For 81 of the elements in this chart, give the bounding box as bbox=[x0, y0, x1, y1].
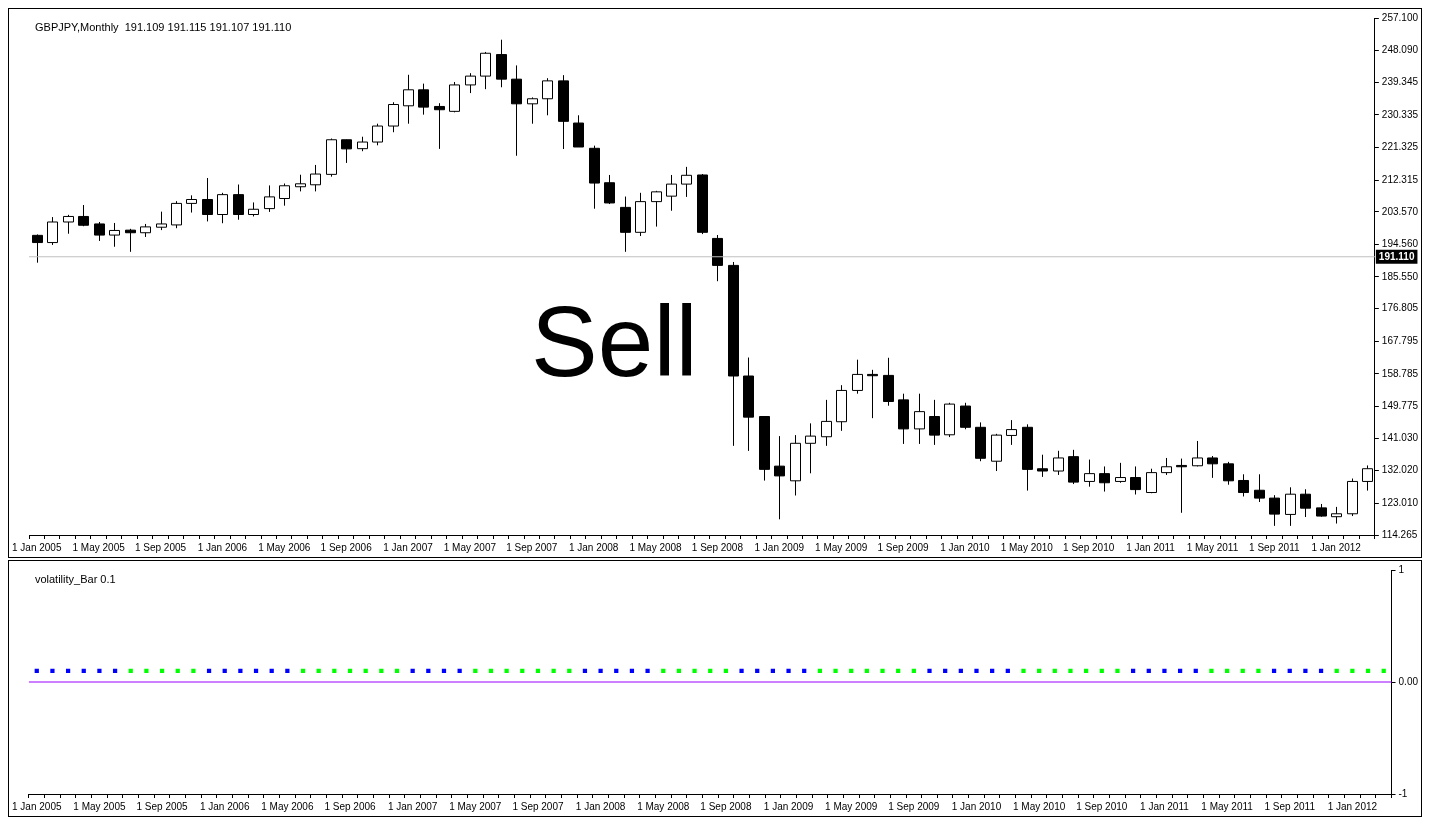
x-tick-label: 1 Jan 2011 bbox=[1126, 541, 1176, 553]
candlestick bbox=[217, 192, 228, 224]
candlestick bbox=[156, 211, 167, 231]
candlestick bbox=[929, 399, 940, 446]
y-tick-label: 239.345 bbox=[1381, 76, 1419, 88]
x-tick-label: 1 Jan 2006 bbox=[199, 800, 250, 812]
x-tick-label: 1 May 2008 bbox=[637, 800, 690, 812]
y-tick-label: 167.795 bbox=[1381, 334, 1419, 346]
x-tick-label: 1 Jan 2005 bbox=[12, 800, 62, 812]
x-tick-label: 1 May 2005 bbox=[72, 541, 126, 553]
candlestick bbox=[1006, 419, 1017, 446]
y-tick-label: 194.560 bbox=[1381, 238, 1419, 250]
x-tick-label: 1 Sep 2005 bbox=[136, 800, 189, 812]
y-tick-label: 212.315 bbox=[1381, 173, 1419, 185]
x-tick-label: 1 May 2006 bbox=[258, 541, 311, 553]
x-tick-label: 1 Sep 2010 bbox=[1063, 541, 1115, 553]
candlestick bbox=[418, 83, 429, 116]
ref-line-label: 191.110 bbox=[1378, 250, 1415, 262]
x-tick-label: 1 May 2008 bbox=[629, 541, 683, 553]
x-tick-label: 1 Sep 2009 bbox=[877, 541, 930, 553]
y-tick-label: 0.00 bbox=[1398, 675, 1419, 687]
x-tick-label: 1 Jan 2007 bbox=[387, 800, 438, 812]
candlestick bbox=[1146, 468, 1157, 494]
x-tick-label: 1 Sep 2005 bbox=[134, 541, 187, 553]
x-tick-label: 1 Jan 2007 bbox=[383, 541, 434, 553]
x-tick-label: 1 May 2009 bbox=[825, 800, 878, 812]
candlestick bbox=[202, 177, 213, 222]
candlestick bbox=[233, 184, 244, 221]
y-tick-label: 257.100 bbox=[1381, 11, 1419, 23]
x-tick-label: 1 Sep 2011 bbox=[1249, 541, 1300, 553]
x-tick-label: 1 Sep 2007 bbox=[506, 541, 558, 553]
x-tick-label: 1 Sep 2008 bbox=[691, 541, 744, 553]
y-tick-label: 132.020 bbox=[1381, 464, 1419, 476]
candlestick bbox=[94, 221, 105, 242]
x-tick-label: 1 May 2005 bbox=[73, 800, 126, 812]
y-tick-label: 114.265 bbox=[1381, 528, 1418, 540]
y-tick-label: 230.335 bbox=[1381, 108, 1419, 120]
x-tick-label: 1 Jan 2010 bbox=[940, 541, 991, 553]
x-tick-label: 1 Sep 2006 bbox=[320, 541, 373, 553]
x-tick-label: 1 May 2010 bbox=[1000, 541, 1054, 553]
y-tick-label: 203.570 bbox=[1381, 205, 1419, 217]
x-tick-label: 1 Jan 2010 bbox=[951, 800, 1002, 812]
x-tick-label: 1 May 2010 bbox=[1013, 800, 1066, 812]
x-tick-label: 1 Jan 2011 bbox=[1140, 800, 1190, 812]
chart-title: GBPJPY,Monthly 191.109 191.115 191.107 191.110 bbox=[35, 20, 292, 33]
x-tick-label: 1 Jan 2006 bbox=[197, 541, 248, 553]
x-tick-label: 1 Sep 2010 bbox=[1076, 800, 1128, 812]
y-tick-label: 176.805 bbox=[1381, 302, 1419, 314]
x-tick-label: 1 May 2007 bbox=[449, 800, 502, 812]
x-tick-label: 1 Sep 2007 bbox=[512, 800, 564, 812]
x-tick-label: 1 Sep 2009 bbox=[888, 800, 940, 812]
candlestick bbox=[279, 182, 290, 207]
y-tick-label: 1 bbox=[1398, 563, 1405, 575]
x-tick-label: 1 May 2011 bbox=[1186, 541, 1239, 553]
x-tick-label: 1 Jan 2008 bbox=[575, 800, 626, 812]
x-tick-label: 1 Sep 2006 bbox=[324, 800, 377, 812]
x-tick-label: 1 May 2006 bbox=[261, 800, 314, 812]
candlestick bbox=[1115, 462, 1126, 484]
x-tick-label: 1 Jan 2012 bbox=[1311, 541, 1362, 553]
y-tick-label: 248.090 bbox=[1381, 44, 1419, 56]
x-tick-label: 1 May 2007 bbox=[443, 541, 497, 553]
x-tick-label: 1 Jan 2012 bbox=[1327, 800, 1378, 812]
y-tick-label: 185.550 bbox=[1381, 270, 1419, 282]
x-tick-label: 1 Jan 2009 bbox=[763, 800, 814, 812]
y-tick-label: 221.325 bbox=[1381, 141, 1419, 153]
y-tick-label: 141.030 bbox=[1381, 431, 1419, 443]
x-tick-label: 1 May 2011 bbox=[1201, 800, 1254, 812]
annotation: Sell bbox=[531, 285, 698, 398]
x-tick-label: 1 Sep 2011 bbox=[1264, 800, 1316, 812]
candlestick bbox=[388, 101, 399, 133]
candlestick bbox=[1084, 459, 1095, 488]
y-tick-label: 123.010 bbox=[1381, 497, 1419, 509]
x-tick-label: 1 Jan 2005 bbox=[12, 541, 62, 553]
y-tick-label: 149.775 bbox=[1381, 400, 1419, 412]
y-tick-label: 158.785 bbox=[1381, 367, 1419, 379]
x-tick-label: 1 Jan 2008 bbox=[568, 541, 619, 553]
chart-title: volatility_Bar 0.1 bbox=[34, 572, 116, 585]
x-tick-label: 1 Sep 2008 bbox=[700, 800, 752, 812]
x-tick-label: 1 Jan 2009 bbox=[754, 541, 805, 553]
x-tick-label: 1 May 2009 bbox=[815, 541, 868, 553]
y-tick-label: -1 bbox=[1398, 787, 1408, 799]
